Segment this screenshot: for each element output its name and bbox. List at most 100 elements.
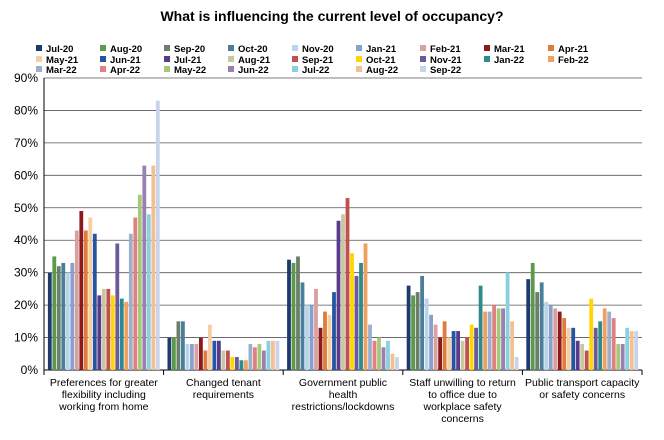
bar-jul-21 [97, 295, 102, 370]
bar-aug-21 [101, 288, 106, 370]
bar-aug-20 [52, 256, 57, 370]
bar-feb-22 [363, 243, 368, 370]
bar-mar-22 [128, 233, 133, 370]
bar-aug-21 [580, 344, 585, 370]
bar-jan-22 [359, 262, 363, 370]
legend-label: Aug-21 [238, 54, 271, 66]
legend-item: Oct-21 [356, 54, 396, 66]
bar-jun-22 [262, 350, 266, 370]
bar-may-22 [377, 337, 381, 370]
bar-aug-22 [390, 353, 395, 370]
bar-jun-21 [332, 292, 336, 370]
x-category-label: Public transport capacity or safety conce… [525, 377, 640, 401]
legend-label: Apr-22 [110, 65, 141, 76]
bar-mar-21 [318, 327, 323, 370]
bar-aug-20 [291, 262, 296, 370]
bar-sep-20 [176, 321, 181, 370]
y-tick-label: 30% [14, 266, 38, 280]
bar-may-21 [566, 327, 571, 370]
bar-sep-21 [584, 350, 589, 370]
bar-sep-21 [345, 198, 350, 370]
bar-aug-21 [341, 214, 345, 370]
x-category-label: Preferences for greater flexibility inclu… [50, 377, 158, 413]
legend-item: May-22 [164, 65, 207, 76]
legend-label: Jul-20 [46, 44, 74, 55]
bar-may-22 [257, 344, 262, 370]
legend-swatch [484, 45, 490, 51]
bar-apr-22 [492, 305, 496, 370]
legend-item: Jun-22 [228, 65, 269, 76]
chart-title: What is influencing the current level of… [160, 8, 504, 24]
bar-jun-21 [451, 331, 456, 370]
bar-aug-22 [151, 165, 156, 370]
legend-item: Mar-21 [484, 44, 525, 55]
bar-feb-22 [244, 360, 248, 370]
legend-swatch [356, 45, 362, 51]
bar-jan-21 [309, 305, 314, 370]
legend-swatch [420, 66, 426, 72]
bar-may-21 [327, 314, 332, 370]
legend-label: Sep-21 [302, 54, 334, 66]
bar-sep-22 [514, 357, 519, 370]
bar-sep-22 [634, 331, 639, 370]
bar-nov-20 [424, 298, 429, 370]
bar-nov-20 [65, 272, 70, 370]
legend-swatch [356, 55, 362, 62]
bar-jun-21 [212, 340, 217, 370]
bar-jan-21 [70, 262, 75, 370]
bar-mar-21 [438, 337, 442, 370]
x-category-label: Government public health restrictions/lock… [292, 377, 395, 413]
legend-item: Apr-21 [548, 44, 588, 55]
y-tick-label: 50% [14, 201, 38, 215]
bar-jul-22 [625, 327, 630, 370]
legend-label: Mar-21 [494, 44, 525, 55]
legend-label: Jun-21 [110, 54, 141, 66]
legend-label: Oct-21 [366, 54, 396, 66]
bar-apr-21 [323, 311, 327, 370]
x-category-label: Changed tenant requirements [186, 377, 261, 401]
legend-item: Mar-22 [36, 65, 77, 76]
legend-label: Jul-22 [302, 65, 330, 76]
legend-label: May-22 [174, 65, 207, 76]
bar-jul-22 [505, 272, 510, 370]
bar-may-21 [208, 324, 212, 370]
legend-label: Oct-20 [238, 44, 268, 55]
bar-oct-21 [110, 295, 115, 370]
legend-label: Jun-22 [238, 65, 269, 76]
legend-item: Nov-20 [292, 44, 334, 55]
legend-label: Jan-22 [494, 54, 525, 66]
bar-jul-20 [287, 259, 291, 370]
bar-jun-21 [571, 327, 576, 370]
bar-aug-21 [221, 350, 226, 370]
legend-item: Jul-21 [164, 54, 202, 66]
bar-sep-21 [465, 337, 469, 370]
bar-nov-21 [115, 243, 120, 370]
legend-label: Jul-21 [174, 54, 202, 66]
x-category-label-line: flexibility including [62, 389, 146, 401]
bar-may-22 [616, 344, 621, 370]
bar-aug-22 [629, 331, 634, 370]
bar-may-22 [496, 308, 501, 370]
y-tick-label: 60% [14, 168, 38, 182]
bar-feb-22 [483, 311, 487, 370]
legend-label: Feb-22 [558, 54, 589, 66]
bar-mar-21 [557, 311, 562, 370]
x-category-label-line: Public transport capacity [525, 377, 640, 389]
legend-swatch [100, 55, 106, 62]
bar-aug-22 [510, 321, 514, 370]
legend-item: Aug-22 [356, 65, 398, 76]
bar-mar-22 [248, 344, 253, 370]
bar-oct-20 [539, 282, 544, 370]
bar-oct-20 [61, 262, 66, 370]
bar-jan-21 [429, 314, 433, 370]
legend-label: Nov-21 [430, 54, 462, 66]
bar-aug-22 [271, 340, 275, 370]
legend-swatch [100, 45, 106, 51]
legend-item: Jul-20 [36, 44, 74, 55]
bar-oct-20 [181, 321, 185, 370]
legend-swatch [420, 55, 426, 62]
bar-jun-22 [501, 308, 505, 370]
bar-nov-20 [185, 344, 190, 370]
legend-swatch [228, 55, 234, 62]
